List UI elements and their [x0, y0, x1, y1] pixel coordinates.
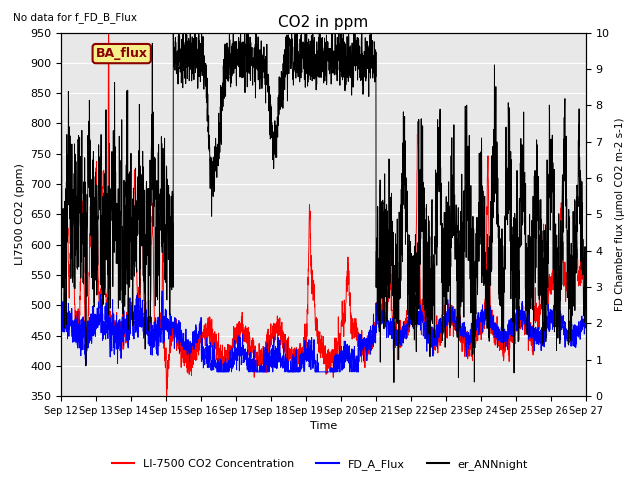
X-axis label: Time: Time — [310, 421, 337, 432]
Text: BA_flux: BA_flux — [96, 47, 148, 60]
Y-axis label: FD Chamber flux (μmol CO2 m-2 s-1): FD Chamber flux (μmol CO2 m-2 s-1) — [615, 118, 625, 311]
Legend: LI-7500 CO2 Concentration, FD_A_Flux, er_ANNnight: LI-7500 CO2 Concentration, FD_A_Flux, er… — [108, 455, 532, 474]
Text: No data for f_FD_B_Flux: No data for f_FD_B_Flux — [13, 12, 137, 23]
Y-axis label: LI7500 CO2 (ppm): LI7500 CO2 (ppm) — [15, 163, 25, 265]
Title: CO2 in ppm: CO2 in ppm — [278, 15, 369, 30]
